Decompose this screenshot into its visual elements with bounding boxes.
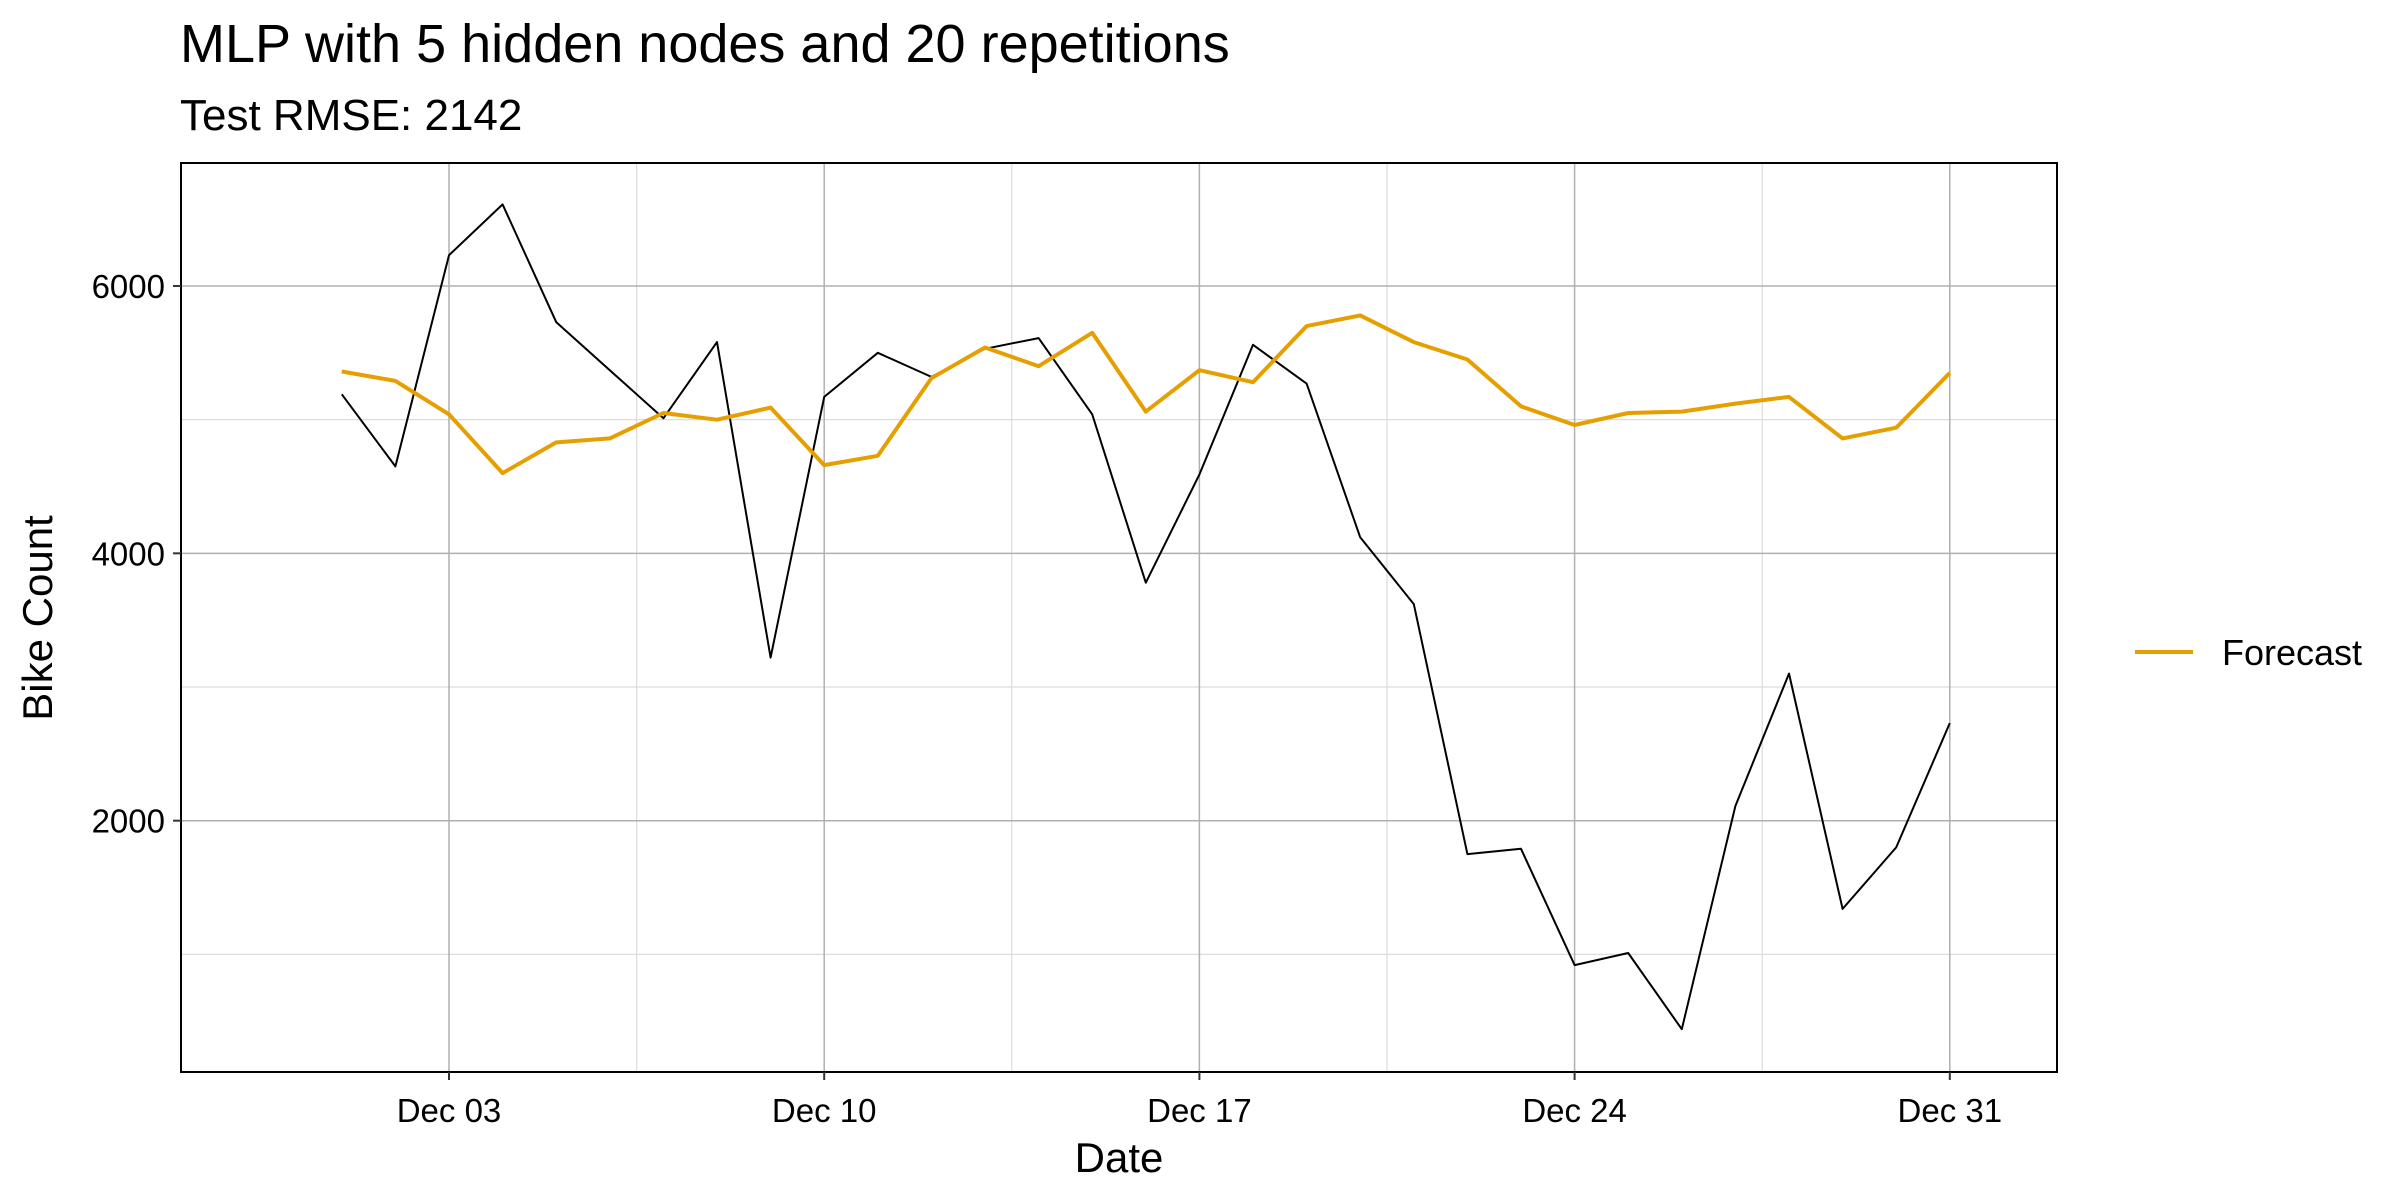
x-tick-label: Dec 17 (1147, 1092, 1252, 1129)
y-tick-label: 4000 (92, 535, 165, 572)
series-layer (340, 203, 1952, 1031)
plot-area (180, 162, 2058, 1073)
series-line-forecast (341, 313, 1952, 476)
x-tick-label: Dec 10 (772, 1092, 877, 1129)
y-axis-title: Bike Count (14, 515, 61, 721)
x-tick-label: Dec 03 (397, 1092, 502, 1129)
y-tick-label: 6000 (92, 268, 165, 305)
gridlines (181, 163, 2057, 1072)
chart-title: MLP with 5 hidden nodes and 20 repetitio… (180, 14, 1230, 74)
chart-subtitle: Test RMSE: 2142 (180, 91, 522, 140)
x-tick-label: Dec 31 (1898, 1092, 2003, 1129)
x-tick-label: Dec 24 (1522, 1092, 1627, 1129)
series-line-actual (340, 203, 1951, 1031)
x-axis-title: Date (1075, 1134, 1164, 1181)
legend-label-forecast: Forecast (2222, 632, 2362, 673)
x-axis-ticks: Dec 03 Dec 10 Dec 17 Dec 24 Dec 31 (397, 1072, 2002, 1129)
legend: Forecast (2135, 632, 2362, 673)
y-axis-ticks: 2000 4000 6000 (92, 268, 181, 840)
plot-border (180, 162, 2058, 1073)
plot-background (181, 163, 2057, 1072)
y-tick-label: 2000 (92, 803, 165, 840)
